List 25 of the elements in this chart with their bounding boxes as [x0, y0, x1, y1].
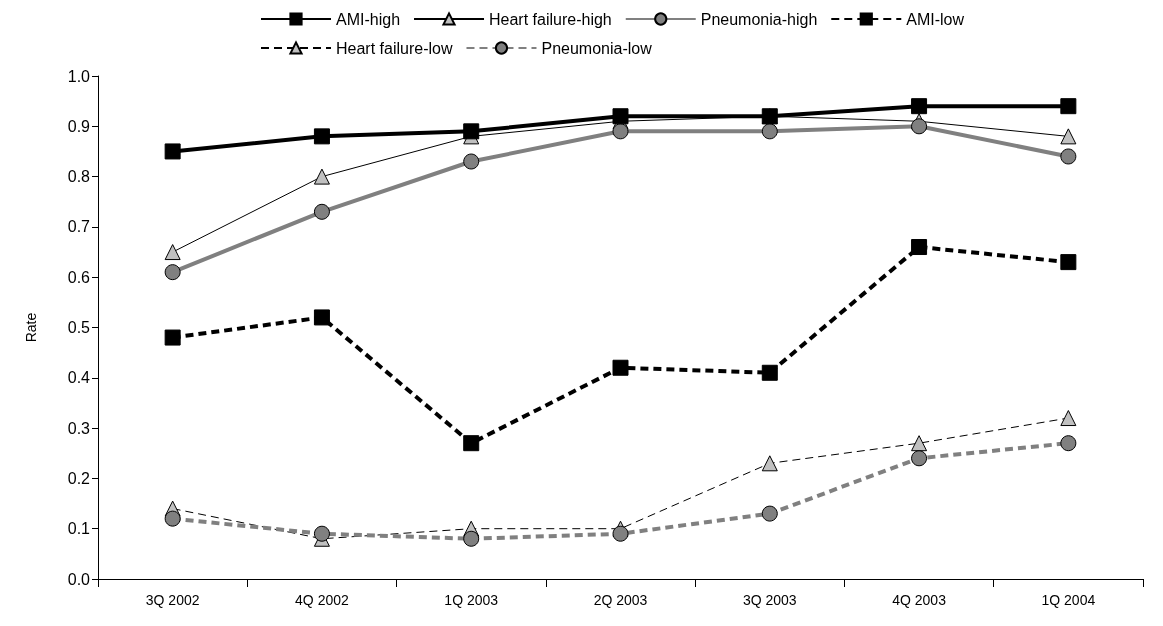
y-tick-label: 0.6	[67, 268, 91, 286]
x-tick-label: 1Q 2004	[1041, 592, 1096, 608]
y-tick-label: 0.7	[67, 218, 91, 236]
y-tick-label: 0.3	[67, 419, 91, 437]
legend-label: Pneumonia-high	[700, 10, 818, 28]
x-tick-label: 4Q 2003	[892, 592, 947, 608]
y-tick-label: 0.1	[67, 520, 91, 538]
x-tick-label: 3Q 2002	[145, 592, 200, 608]
y-tick-label: 0.9	[67, 117, 91, 135]
y-tick-label: 0.5	[67, 319, 91, 336]
legend-label: Heart failure-low	[336, 39, 453, 57]
legend-label: Pneumonia-low	[541, 39, 653, 57]
legend-label: Heart failure-high	[489, 10, 612, 28]
legend-label: AMI-high	[336, 10, 401, 28]
x-tick-label: 4Q 2002	[295, 592, 349, 608]
y-tick-label: 0.2	[67, 469, 91, 487]
x-tick-label: 3Q 2003	[742, 592, 797, 608]
y-axis-title: Rate	[23, 312, 39, 343]
y-tick-label: 0.8	[67, 168, 91, 186]
y-tick-label: 1.0	[67, 67, 91, 85]
x-tick-label: 2Q 2003	[593, 592, 648, 608]
legend-label: AMI-low	[906, 10, 965, 28]
y-tick-label: 0.0	[67, 570, 91, 588]
y-tick-label: 0.4	[67, 369, 91, 387]
x-tick-label: 1Q 2003	[444, 592, 499, 608]
